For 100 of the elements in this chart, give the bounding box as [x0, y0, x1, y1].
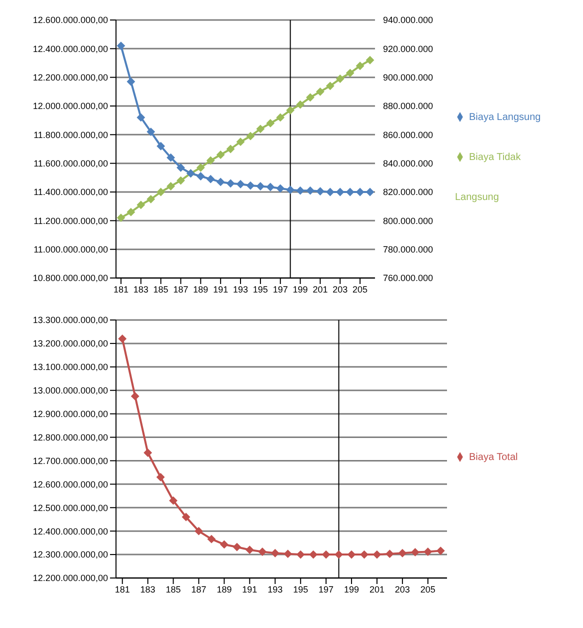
point [372, 550, 381, 559]
point [346, 188, 354, 196]
point [236, 138, 245, 146]
point [246, 182, 254, 190]
x-tick-label: 189 [193, 284, 208, 294]
y-tick-label: 12.300.000.000,00 [32, 550, 108, 560]
x-tick-label: 195 [252, 284, 268, 294]
point [156, 473, 165, 482]
point [166, 182, 175, 190]
x-tick-label: 187 [173, 284, 188, 294]
point [356, 62, 364, 70]
point [194, 527, 203, 536]
point [196, 172, 205, 180]
point [166, 154, 175, 162]
x-tick-label: 185 [153, 284, 168, 294]
point [386, 550, 394, 558]
y-tick-label: 12.200.000.000,00 [32, 72, 108, 83]
point [116, 214, 125, 222]
point [284, 550, 292, 558]
x-tick-label: 197 [272, 284, 288, 294]
point [156, 188, 165, 196]
point [366, 188, 374, 196]
point [424, 548, 432, 556]
y-tick-label: 12.700.000.000,00 [32, 456, 108, 466]
point [176, 176, 185, 185]
point [334, 550, 343, 559]
x-tick-label: 183 [133, 284, 148, 294]
y-tick-label: 12.600.000.000,00 [32, 15, 108, 26]
x-tick-label: 191 [213, 284, 228, 294]
point [118, 334, 126, 343]
point [226, 145, 235, 153]
y-tick-label: 13.300.000.000,00 [32, 315, 108, 326]
point [336, 74, 344, 83]
y2-tick-label: 800.000.000 [383, 216, 434, 226]
legend-label: Biaya Langsung [469, 112, 541, 123]
point [232, 543, 241, 552]
x-tick-label: 203 [394, 584, 410, 594]
y-tick-label: 12.600.000.000,00 [32, 479, 108, 490]
x-tick-label: 197 [318, 584, 334, 594]
point [256, 182, 264, 190]
y2-tick-label: 820.000.000 [383, 187, 434, 198]
point [296, 100, 304, 109]
x-tick-label: 199 [292, 284, 308, 294]
point [266, 182, 274, 191]
x-tick-label: 189 [216, 584, 232, 594]
point [126, 78, 135, 86]
point [226, 179, 235, 188]
point [256, 124, 264, 133]
y2-tick-label: 880.000.000 [383, 101, 434, 112]
x-tick-label: 203 [332, 284, 348, 294]
point [356, 188, 364, 196]
point [144, 448, 152, 457]
point [348, 550, 356, 559]
x-tick-label: 185 [166, 584, 181, 594]
point [271, 549, 280, 558]
legend-label: Biaya Total [469, 452, 518, 463]
y2-tick-label: 760.000.000 [383, 273, 434, 284]
y-tick-label: 11.200.000.000,00 [34, 216, 108, 226]
y-tick-label: 12.000.000.000,00 [32, 101, 108, 112]
point [182, 513, 190, 522]
point [276, 113, 284, 122]
point [326, 82, 334, 90]
x-tick-label: 205 [352, 284, 368, 294]
point [316, 187, 324, 196]
y-tick-label: 12.400.000.000,00 [32, 44, 108, 54]
x-tick-label: 201 [369, 584, 384, 594]
y2-tick-label: 840.000.000 [383, 158, 434, 169]
y-tick-label: 11.600.000.000,00 [34, 158, 108, 169]
x-tick-label: 201 [312, 284, 328, 294]
point [326, 188, 334, 196]
y-tick-label: 13.000.000.000,00 [32, 386, 108, 396]
point [220, 540, 228, 548]
point [306, 93, 314, 102]
point [360, 550, 368, 559]
point [136, 113, 145, 122]
y-tick-label: 12.200.000.000,00 [32, 573, 108, 584]
x-tick-label: 195 [293, 584, 308, 594]
y-tick-label: 12.400.000.000,00 [32, 526, 108, 536]
x-tick-label: 193 [268, 584, 283, 594]
y2-tick-label: 920.000.000 [383, 44, 434, 54]
y-tick-label: 13.200.000.000,00 [32, 338, 108, 349]
point [146, 128, 155, 136]
point [336, 188, 344, 196]
x-tick-label: 181 [113, 284, 128, 294]
y2-tick-label: 940.000.000 [383, 15, 434, 26]
point [398, 549, 406, 558]
point [346, 69, 354, 78]
y2-tick-label: 780.000.000 [383, 244, 434, 255]
point [207, 535, 216, 544]
y-tick-label: 13.100.000.000,00 [32, 362, 108, 372]
point [309, 550, 318, 559]
x-tick-label: 181 [114, 584, 130, 594]
point [246, 546, 254, 554]
point [286, 106, 294, 114]
point [296, 186, 304, 195]
y-tick-label: 12.900.000.000,00 [32, 409, 108, 420]
point [156, 142, 165, 150]
point [126, 208, 135, 216]
point [206, 175, 215, 184]
y-tick-label: 11.800.000.000,00 [34, 130, 108, 140]
